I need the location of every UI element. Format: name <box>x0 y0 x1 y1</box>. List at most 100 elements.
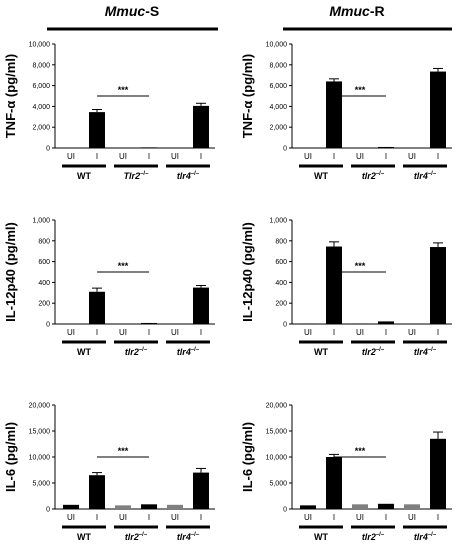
group-header-italic-right: Mmuc <box>329 3 370 19</box>
y-tick-label: 6,000 <box>269 83 287 90</box>
significance-label: *** <box>118 446 129 456</box>
x-category-label: I <box>437 328 439 337</box>
x-category-label: UI <box>356 328 364 337</box>
x-category-label: I <box>200 152 202 161</box>
bar <box>378 146 394 148</box>
x-category-label: I <box>437 513 439 522</box>
x-category-label: I <box>385 513 387 522</box>
significance-label: *** <box>355 261 366 271</box>
bar <box>89 291 105 324</box>
x-category-label: UI <box>171 328 179 337</box>
x-category-label: I <box>148 152 150 161</box>
x-category-label: UI <box>171 513 179 522</box>
chart-panel-1: TNF-α (pg/ml) 0 2,000 4,000 6,000 8,000 10,000… <box>3 42 215 181</box>
x-category-label: I <box>148 513 150 522</box>
y-tick-label: 0 <box>46 146 50 153</box>
strain-label: WT <box>314 171 328 181</box>
significance-label: *** <box>118 85 129 95</box>
y-tick-label: 10,000 <box>266 455 288 462</box>
y-tick-label: 1,000 <box>32 218 50 225</box>
bar <box>141 504 157 509</box>
strain-label: WT <box>77 347 91 357</box>
y-tick-label: 600 <box>275 259 287 266</box>
x-category-label: UI <box>304 513 312 522</box>
bar <box>193 287 209 324</box>
y-tick-label: 0 <box>46 322 50 329</box>
x-category-label: I <box>96 152 98 161</box>
x-category-label: UI <box>119 152 127 161</box>
y-tick-label: 0 <box>283 146 287 153</box>
y-axis-label: TNF-α (pg/ml) <box>3 54 18 139</box>
bar <box>326 457 342 509</box>
bar <box>430 247 446 324</box>
bar <box>352 323 368 324</box>
bar <box>115 505 131 509</box>
y-tick-label: 5,000 <box>32 481 50 488</box>
strain-label: WT <box>77 171 91 181</box>
strain-label: tlr2–/– <box>125 347 148 357</box>
y-tick-label: 2,000 <box>269 125 287 132</box>
x-category-label: I <box>200 513 202 522</box>
strain-label: tlr4–/– <box>177 171 200 181</box>
strain-label: tlr2–/– <box>125 532 148 542</box>
x-category-label: I <box>200 328 202 337</box>
strain-label: tlr4–/– <box>177 347 200 357</box>
x-category-label: I <box>96 328 98 337</box>
group-header-suffix-left: -S <box>145 3 159 19</box>
bar <box>352 504 368 509</box>
group-header-mmuc-r: Mmuc-R <box>283 3 452 31</box>
group-header-text-left: Mmuc-S <box>105 3 159 19</box>
significance-label: *** <box>355 446 366 456</box>
y-tick-label: 15,000 <box>266 429 288 436</box>
y-tick-label: 4,000 <box>269 104 287 111</box>
y-tick-label: 400 <box>275 280 287 287</box>
strain-label: tlr4–/– <box>177 532 200 542</box>
y-tick-label: 200 <box>275 301 287 308</box>
y-tick-label: 400 <box>38 280 50 287</box>
x-category-label: UI <box>119 513 127 522</box>
x-category-label: I <box>385 328 387 337</box>
y-axis-label: TNF-α (pg/ml) <box>240 54 255 139</box>
y-axis-label: IL-12p40 (pg/ml) <box>240 222 255 322</box>
x-category-label: I <box>148 328 150 337</box>
bar <box>89 475 105 509</box>
y-axis-label: IL-12p40 (pg/ml) <box>3 222 18 322</box>
x-category-label: I <box>333 152 335 161</box>
y-tick-label: 8,000 <box>32 62 50 69</box>
y-axis-label: IL-6 (pg/ml) <box>240 422 255 492</box>
strain-label: WT <box>314 347 328 357</box>
chart-panel-4: IL-12p40 (pg/ml) 0 200 400 600 800 1,000 UI I UI I… <box>240 218 452 357</box>
significance-label: *** <box>355 85 366 95</box>
strain-label: tlr2–/– <box>362 347 385 357</box>
chart-panel-2: TNF-α (pg/ml) 0 2,000 4,000 6,000 8,000 10,000… <box>240 42 452 181</box>
y-tick-label: 2,000 <box>32 125 50 132</box>
x-category-label: I <box>385 152 387 161</box>
x-category-label: UI <box>67 513 75 522</box>
strain-label: tlr4–/– <box>414 532 437 542</box>
strain-label: WT <box>314 532 328 542</box>
y-tick-label: 10,000 <box>266 42 288 49</box>
y-tick-label: 6,000 <box>32 83 50 90</box>
x-category-label: UI <box>67 152 75 161</box>
x-category-label: UI <box>356 513 364 522</box>
x-category-label: UI <box>304 328 312 337</box>
strain-label: tlr2–/– <box>362 171 385 181</box>
y-tick-label: 0 <box>283 507 287 514</box>
strain-label: WT <box>77 532 91 542</box>
group-header-suffix-right: -R <box>370 3 385 19</box>
strain-label: tlr4–/– <box>414 171 437 181</box>
x-category-label: UI <box>356 152 364 161</box>
y-tick-label: 20,000 <box>29 403 51 410</box>
bar <box>141 322 157 324</box>
x-category-label: I <box>437 152 439 161</box>
bar <box>326 246 342 324</box>
x-category-label: UI <box>171 152 179 161</box>
bar <box>430 71 446 148</box>
bar <box>430 438 446 509</box>
y-axis-label: IL-6 (pg/ml) <box>3 422 18 492</box>
bar <box>141 147 157 148</box>
chart-panels: TNF-α (pg/ml) 0 2,000 4,000 6,000 8,000 10,000… <box>3 42 452 542</box>
bar <box>378 321 394 324</box>
y-tick-label: 800 <box>275 238 287 245</box>
group-header-text-right: Mmuc-R <box>329 3 384 19</box>
